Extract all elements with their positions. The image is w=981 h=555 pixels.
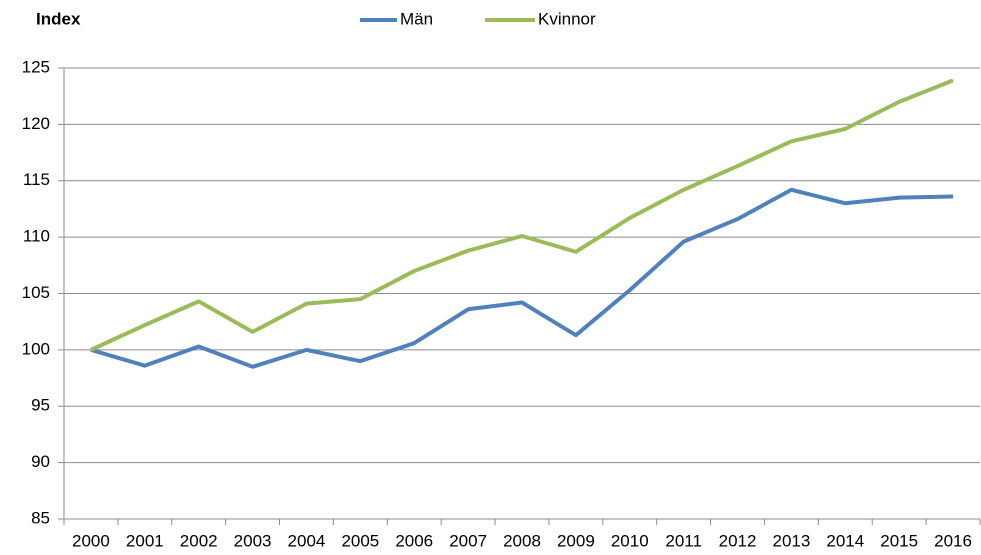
x-tick-label: 2016 (934, 531, 972, 550)
x-tick-label: 2014 (826, 531, 864, 550)
line-series (90, 78, 954, 352)
x-tick-label: 2010 (611, 531, 649, 550)
x-tick-label: 2011 (665, 531, 702, 550)
x-tick-label: 2013 (772, 531, 810, 550)
x-tick-label: 2000 (72, 531, 110, 550)
x-tick-label: 2003 (234, 531, 272, 550)
y-tick-label: 90 (31, 452, 50, 471)
line-series (90, 187, 954, 369)
x-tick-label: 2004 (288, 531, 326, 550)
x-tick-label: 2005 (341, 531, 379, 550)
y-tick-label: 85 (31, 508, 50, 527)
x-tick-label: 2007 (449, 531, 487, 550)
x-tick-label: 2001 (126, 531, 164, 550)
x-tick-label: 2008 (503, 531, 541, 550)
x-tick-label: 2002 (180, 531, 218, 550)
y-tick-label: 110 (23, 227, 50, 246)
x-tick-label: 2012 (719, 531, 757, 550)
y-tick-label: 95 (31, 396, 50, 415)
legend-label: Kvinnor (538, 9, 596, 28)
legend-label: Män (400, 9, 433, 28)
y-tick-label: 105 (22, 283, 50, 302)
y-axis-title: Index (36, 9, 81, 28)
x-tick-label: 2006 (395, 531, 433, 550)
y-tick-label: 100 (22, 339, 50, 358)
x-tick-label: 2015 (880, 531, 918, 550)
x-tick-label: 2009 (557, 531, 595, 550)
y-tick-label: 125 (22, 57, 50, 76)
y-tick-label: 115 (23, 170, 50, 189)
y-tick-label: 120 (22, 114, 50, 133)
